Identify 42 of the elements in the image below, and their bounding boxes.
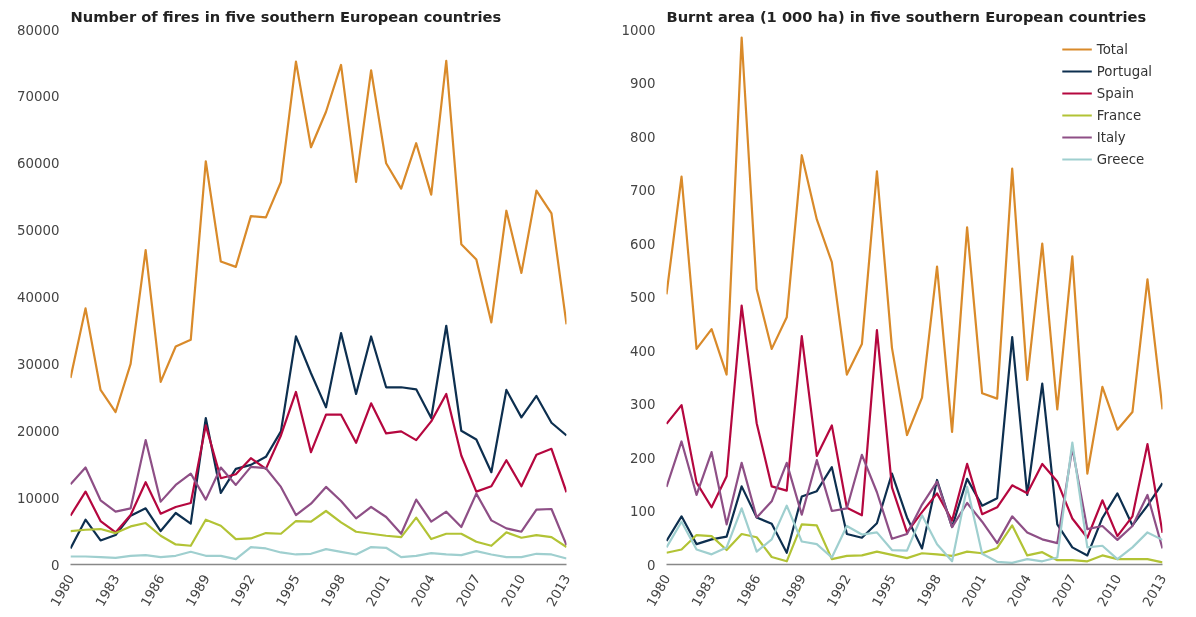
- y-tick-label: 70000: [17, 89, 60, 105]
- line-series: [70, 324, 567, 550]
- y-tick-label: 600: [630, 236, 656, 252]
- chart-title: Burnt area (1 000 ha) in five southern European countries: [666, 7, 1147, 25]
- chart-title: Number of fires in five southern European countries: [70, 7, 502, 25]
- y-tick-label: 30000: [17, 356, 60, 372]
- line-series: [70, 59, 567, 414]
- y-tick-label: 100: [630, 504, 656, 519]
- x-tick-label: 1980: [47, 572, 78, 609]
- y-tick-label: 50000: [17, 223, 60, 239]
- y-tick-label: 200: [630, 450, 656, 466]
- y-tick-label: 700: [630, 183, 656, 198]
- y-tick-label: 1000: [621, 22, 656, 38]
- line-series: [666, 523, 1163, 564]
- y-tick-label: 20000: [17, 423, 60, 439]
- legend-label: Greece: [1096, 151, 1145, 167]
- y-tick-label: 10000: [17, 490, 60, 506]
- y-tick-label: 800: [630, 129, 656, 145]
- y-tick-label: 80000: [17, 22, 60, 38]
- legend-label: Total: [1096, 41, 1128, 57]
- line-series: [70, 509, 567, 549]
- legend-label: Portugal: [1096, 63, 1152, 79]
- line-series: [666, 304, 1163, 539]
- x-tick-label: 2007: [453, 572, 484, 609]
- line-series: [70, 546, 567, 561]
- line-series: [70, 390, 567, 534]
- y-tick-label: 60000: [17, 156, 60, 172]
- line-series: [70, 439, 567, 547]
- y-tick-label: 0: [647, 557, 656, 573]
- legend-label: Italy: [1096, 129, 1126, 145]
- legend-label: Spain: [1096, 85, 1135, 101]
- y-tick-label: 900: [630, 76, 656, 91]
- legend-label: France: [1096, 107, 1142, 123]
- y-tick-label: 300: [630, 397, 656, 412]
- line-series: [666, 336, 1163, 557]
- y-tick-label: 0: [51, 557, 60, 573]
- line-series: [666, 36, 1163, 475]
- y-tick-label: 40000: [17, 290, 60, 305]
- y-tick-label: 500: [630, 290, 656, 305]
- x-tick-label: 2007: [1049, 572, 1080, 609]
- y-tick-label: 400: [630, 343, 656, 359]
- x-tick-label: 1980: [643, 572, 674, 609]
